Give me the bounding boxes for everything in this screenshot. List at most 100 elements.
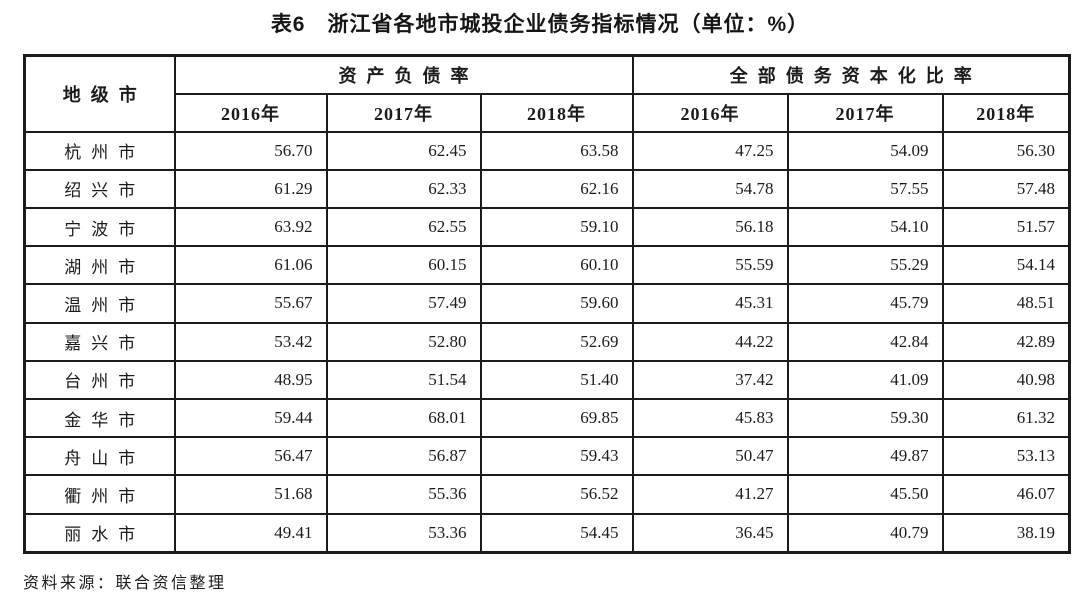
value-cell: 44.22 [631, 321, 789, 362]
value-cell: 57.55 [786, 168, 944, 209]
year-header: 2016年 [631, 92, 789, 133]
value-cell: 37.42 [631, 359, 789, 400]
year-header: 2018年 [479, 92, 634, 133]
table-row-lishui: 丽水市 49.41 53.36 54.45 36.45 40.79 38.19 [23, 512, 1071, 554]
city-cell: 杭州市 [23, 130, 176, 171]
value-cell: 46.07 [941, 474, 1071, 515]
value-cell: 69.85 [479, 397, 634, 439]
value-cell: 57.48 [941, 168, 1071, 209]
value-cell: 62.16 [479, 168, 634, 209]
value-cell: 56.18 [631, 206, 789, 248]
value-cell: 61.06 [173, 245, 328, 286]
group-header-row: 地级市 资产负债率 全部债务资本化比率 [23, 54, 1071, 133]
value-cell: 49.87 [786, 436, 944, 477]
value-cell: 48.95 [173, 359, 328, 400]
value-cell: 63.58 [479, 130, 634, 171]
table-row-taizhou: 台州市 48.95 51.54 51.40 37.42 41.09 40.98 [23, 359, 1071, 400]
value-cell: 59.30 [786, 397, 944, 439]
value-cell: 45.50 [786, 474, 944, 515]
city-cell: 嘉兴市 [23, 321, 176, 362]
value-cell: 42.84 [786, 321, 944, 362]
city-cell: 湖州市 [23, 245, 176, 286]
value-cell: 52.69 [479, 321, 634, 362]
value-cell: 59.60 [479, 283, 634, 324]
value-cell: 62.33 [325, 168, 482, 209]
value-cell: 61.32 [941, 397, 1071, 439]
value-cell: 59.10 [479, 206, 634, 248]
value-cell: 40.98 [941, 359, 1071, 400]
value-cell: 53.42 [173, 321, 328, 362]
value-cell: 56.87 [325, 436, 482, 477]
value-cell: 54.78 [631, 168, 789, 209]
value-cell: 53.13 [941, 436, 1071, 477]
table-body: 杭州市 56.70 62.45 63.58 47.25 54.09 56.30 … [23, 130, 1071, 554]
value-cell: 41.27 [631, 474, 789, 515]
value-cell: 53.36 [325, 512, 482, 554]
year-header: 2017年 [325, 92, 482, 133]
year-header: 2017年 [786, 92, 944, 133]
value-cell: 42.89 [941, 321, 1071, 362]
value-cell: 54.45 [479, 512, 634, 554]
value-cell: 55.29 [786, 245, 944, 286]
value-cell: 54.14 [941, 245, 1071, 286]
value-cell: 55.67 [173, 283, 328, 324]
year-header: 2018年 [941, 92, 1071, 133]
value-cell: 59.44 [173, 397, 328, 439]
city-cell: 舟山市 [23, 436, 176, 477]
group-header-asset-liability-ratio: 资产负债率 [173, 54, 634, 95]
value-cell: 51.68 [173, 474, 328, 515]
value-cell: 56.30 [941, 130, 1071, 171]
value-cell: 62.45 [325, 130, 482, 171]
table-row-quzhou: 衢州市 51.68 55.36 56.52 41.27 45.50 46.07 [23, 474, 1071, 515]
city-cell: 温州市 [23, 283, 176, 324]
value-cell: 55.36 [325, 474, 482, 515]
value-cell: 49.41 [173, 512, 328, 554]
city-cell: 丽水市 [23, 512, 176, 554]
value-cell: 38.19 [941, 512, 1071, 554]
value-cell: 51.40 [479, 359, 634, 400]
group-header-total-debt-capitalization-ratio: 全部债务资本化比率 [631, 54, 1071, 95]
value-cell: 52.80 [325, 321, 482, 362]
table-header: 地级市 资产负债率 全部债务资本化比率 2016年 2017年 2018年 20… [23, 54, 1071, 133]
value-cell: 68.01 [325, 397, 482, 439]
value-cell: 59.43 [479, 436, 634, 477]
value-cell: 54.09 [786, 130, 944, 171]
table-row-ningbo: 宁波市 63.92 62.55 59.10 56.18 54.10 51.57 [23, 206, 1071, 248]
value-cell: 51.54 [325, 359, 482, 400]
table-row-zhoushan: 舟山市 56.47 56.87 59.43 50.47 49.87 53.13 [23, 436, 1071, 477]
value-cell: 47.25 [631, 130, 789, 171]
value-cell: 50.47 [631, 436, 789, 477]
value-cell: 56.70 [173, 130, 328, 171]
value-cell: 45.79 [786, 283, 944, 324]
city-cell: 台州市 [23, 359, 176, 400]
value-cell: 54.10 [786, 206, 944, 248]
table-row-jinhua: 金华市 59.44 68.01 69.85 45.83 59.30 61.32 [23, 397, 1071, 439]
value-cell: 63.92 [173, 206, 328, 248]
page-title: 表6 浙江省各地市城投企业债务指标情况（单位：%） [270, 13, 810, 36]
value-cell: 45.83 [631, 397, 789, 439]
value-cell: 55.59 [631, 245, 789, 286]
city-cell: 衢州市 [23, 474, 176, 515]
value-cell: 41.09 [786, 359, 944, 400]
value-cell: 45.31 [631, 283, 789, 324]
value-cell: 40.79 [786, 512, 944, 554]
table-row-shaoxing: 绍兴市 61.29 62.33 62.16 54.78 57.55 57.48 [23, 168, 1071, 209]
value-cell: 61.29 [173, 168, 328, 209]
source-note: 资料来源：联合资信整理 [23, 575, 227, 592]
debt-indicators-table: 地级市 资产负债率 全部债务资本化比率 2016年 2017年 2018年 20… [23, 54, 1072, 554]
city-cell: 宁波市 [23, 206, 176, 248]
value-cell: 56.47 [173, 436, 328, 477]
value-cell: 60.10 [479, 245, 634, 286]
value-cell: 57.49 [325, 283, 482, 324]
value-cell: 36.45 [631, 512, 789, 554]
value-cell: 51.57 [941, 206, 1071, 248]
table-row-jiaxing: 嘉兴市 53.42 52.80 52.69 44.22 42.84 42.89 [23, 321, 1071, 362]
value-cell: 48.51 [941, 283, 1071, 324]
value-cell: 60.15 [325, 245, 482, 286]
value-cell: 56.52 [479, 474, 634, 515]
corner-header-cell: 地级市 [23, 54, 176, 133]
city-cell: 绍兴市 [23, 168, 176, 209]
table-row-hangzhou: 杭州市 56.70 62.45 63.58 47.25 54.09 56.30 [23, 130, 1071, 171]
city-cell: 金华市 [23, 397, 176, 439]
table-row-wenzhou: 温州市 55.67 57.49 59.60 45.31 45.79 48.51 [23, 283, 1071, 324]
